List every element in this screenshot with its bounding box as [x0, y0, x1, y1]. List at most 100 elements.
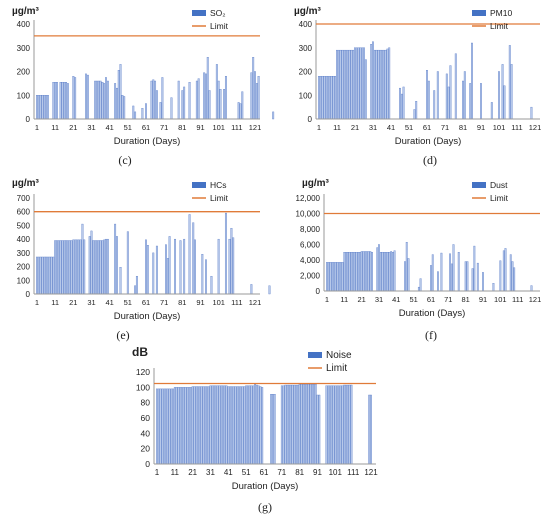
- bar: [99, 240, 102, 295]
- bar: [334, 262, 337, 292]
- bar: [346, 252, 349, 292]
- y-tick-label: 40: [141, 428, 151, 438]
- bar: [201, 254, 204, 295]
- bar: [350, 49, 353, 120]
- x-tick-label: 101: [493, 123, 506, 132]
- x-tick-label: 11: [340, 295, 348, 304]
- bar: [339, 49, 342, 120]
- bar: [72, 76, 75, 120]
- bar: [101, 240, 104, 295]
- bar: [381, 252, 384, 292]
- bar: [56, 82, 58, 120]
- bar: [257, 76, 260, 120]
- bar: [179, 387, 182, 465]
- x-tick-label: 31: [87, 123, 95, 132]
- bar: [166, 388, 169, 465]
- bar: [440, 252, 443, 292]
- y-tick-label: 600: [17, 208, 31, 217]
- bar: [123, 96, 126, 120]
- x-axis-label: Duration (Days): [114, 136, 181, 147]
- x-tick-label: 121: [249, 298, 262, 307]
- bar: [161, 77, 164, 120]
- bar: [63, 82, 66, 120]
- bar: [76, 239, 78, 295]
- bar: [321, 76, 324, 120]
- x-tick-label: 61: [142, 298, 150, 307]
- bar: [378, 244, 380, 292]
- bar: [214, 385, 217, 465]
- bar: [323, 76, 326, 120]
- bar: [319, 76, 322, 120]
- bar: [257, 385, 260, 465]
- x-tick-label: 21: [69, 298, 77, 307]
- bar: [88, 236, 91, 295]
- bar: [117, 70, 120, 120]
- bar: [302, 384, 305, 465]
- bar: [360, 251, 363, 292]
- bar: [241, 386, 244, 465]
- bar: [121, 95, 124, 120]
- x-tick-label: 71: [441, 123, 449, 132]
- x-tick-label: 1: [35, 298, 39, 307]
- x-axis-label: Duration (Days): [399, 308, 466, 319]
- bar: [473, 245, 476, 292]
- bar: [452, 244, 455, 292]
- bar: [311, 384, 314, 465]
- bar: [325, 76, 328, 120]
- legend-label-limit: Limit: [490, 21, 509, 31]
- x-tick-label: 41: [106, 298, 114, 307]
- x-tick-label: 11: [51, 123, 59, 132]
- bar: [101, 82, 104, 120]
- bar: [359, 252, 361, 292]
- bar: [318, 394, 321, 465]
- bar: [407, 258, 410, 292]
- bar: [268, 285, 271, 295]
- bar: [313, 384, 315, 465]
- bar: [345, 384, 347, 465]
- bar: [314, 384, 317, 465]
- bar: [181, 90, 184, 120]
- bar: [386, 48, 389, 120]
- bar: [182, 387, 185, 465]
- bar: [271, 394, 274, 465]
- bar: [365, 251, 368, 292]
- bar: [510, 64, 513, 120]
- bar: [150, 80, 153, 120]
- x-tick-label: 91: [313, 468, 322, 477]
- bar: [255, 384, 258, 465]
- bar: [388, 47, 391, 120]
- bar: [330, 385, 333, 465]
- bar: [173, 387, 176, 465]
- y-tick-label: 100: [299, 91, 313, 100]
- legend-label-series: SO₂: [210, 8, 226, 18]
- x-tick-label: 81: [295, 468, 304, 477]
- bar: [103, 239, 106, 295]
- bar: [457, 252, 460, 292]
- bar: [119, 267, 122, 295]
- x-tick-label: 61: [427, 295, 435, 304]
- bar: [79, 239, 82, 295]
- bar: [161, 388, 164, 465]
- bar: [284, 384, 287, 465]
- bar: [239, 103, 242, 120]
- bar: [492, 283, 495, 292]
- bar: [333, 262, 335, 292]
- bar: [364, 59, 367, 120]
- bar: [346, 49, 349, 120]
- x-tick-label: 111: [511, 123, 522, 132]
- bar: [480, 83, 482, 120]
- bar: [241, 91, 244, 120]
- x-tick-label: 61: [142, 123, 150, 132]
- x-tick-label: 31: [206, 468, 215, 477]
- bar: [72, 239, 75, 295]
- bar: [382, 49, 385, 120]
- bar: [230, 386, 233, 465]
- bar: [291, 384, 294, 465]
- bar: [163, 388, 166, 465]
- bar: [426, 70, 428, 120]
- bar: [165, 244, 167, 295]
- y-tick-label: 4,000: [300, 256, 321, 265]
- bar: [46, 95, 49, 120]
- x-tick-label: 71: [160, 298, 168, 307]
- bar: [45, 95, 48, 120]
